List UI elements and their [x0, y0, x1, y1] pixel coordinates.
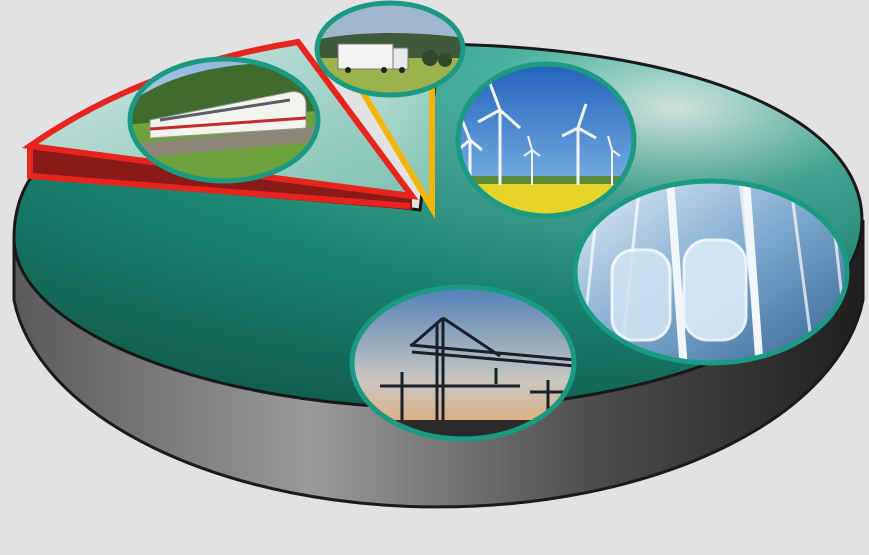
truck-medallion: [314, 0, 466, 98]
elevators-medallion: [572, 178, 850, 366]
train-medallion: [127, 56, 321, 184]
